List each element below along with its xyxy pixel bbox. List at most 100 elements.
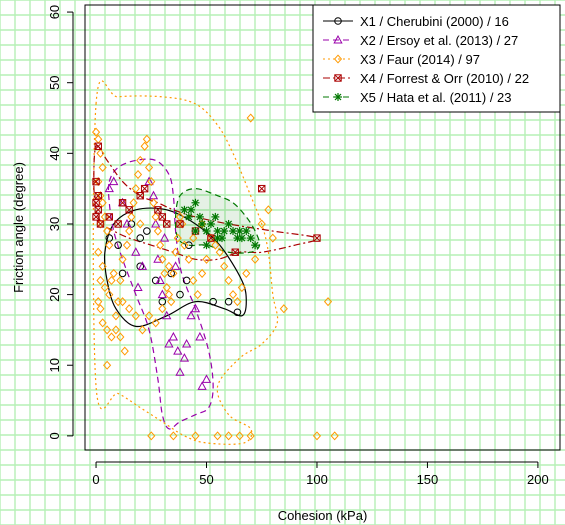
legend-box	[312, 4, 561, 113]
point-series-3	[91, 127, 101, 137]
marker-shape	[163, 220, 171, 228]
marker-shape	[137, 261, 148, 270]
point-series-3	[98, 318, 107, 328]
marker-shape	[131, 311, 140, 321]
marker-shape	[133, 282, 143, 292]
marker-shape	[231, 248, 239, 256]
point-series-3	[206, 233, 216, 243]
marker-shape	[144, 162, 154, 173]
marker-shape	[158, 254, 167, 264]
marker-shape	[142, 134, 151, 144]
marker-shape	[136, 219, 145, 229]
marker-shape	[224, 431, 233, 441]
point-series-5	[184, 212, 193, 221]
marker-shape	[100, 282, 109, 293]
marker-shape	[158, 304, 167, 314]
point-series-3	[178, 219, 187, 229]
point-series-3	[162, 282, 171, 293]
point-series-3	[173, 233, 182, 243]
marker-shape	[313, 234, 321, 242]
point-series-2	[131, 247, 141, 256]
point-series-4	[92, 177, 100, 186]
point-series-4	[136, 192, 144, 200]
marker-shape	[129, 198, 138, 208]
marker-shape	[180, 240, 189, 250]
point-series-3	[107, 275, 116, 286]
marker-shape	[231, 248, 239, 256]
marker-shape	[125, 304, 134, 314]
marker-shape	[125, 226, 134, 236]
marker-shape	[162, 310, 172, 320]
marker-shape	[279, 304, 288, 314]
y-tick-label: 30	[47, 217, 62, 231]
x-axis-title: Cohesion (kPa)	[278, 508, 368, 523]
marker-shape	[140, 184, 149, 193]
y-tick-label: 10	[47, 358, 62, 372]
point-series-2	[157, 289, 167, 299]
marker-shape	[136, 155, 145, 165]
point-series-2	[168, 331, 179, 341]
marker-shape	[220, 261, 229, 271]
legend-label: X4 / Forrest & Orr (2010) / 22	[360, 71, 529, 86]
marker-shape	[107, 275, 116, 286]
marker-shape	[147, 431, 156, 441]
marker-shape	[215, 247, 224, 257]
point-series-5	[191, 198, 200, 207]
marker-shape	[163, 220, 171, 228]
marker-shape	[111, 311, 121, 321]
marker-shape	[168, 331, 179, 341]
contour-series-2	[107, 158, 214, 430]
marker-shape	[233, 297, 242, 307]
marker-shape	[159, 233, 170, 242]
point-series-3	[158, 304, 167, 314]
marker-shape	[225, 220, 233, 228]
point-series-3	[242, 268, 251, 278]
marker-shape	[122, 240, 132, 250]
marker-shape	[136, 234, 145, 242]
point-series-3	[268, 233, 277, 243]
marker-shape	[203, 241, 210, 249]
marker-shape	[187, 206, 195, 214]
axes: 0 50 100 150 200 0 10 20 30 40 50 60	[47, 5, 549, 487]
marker-shape	[116, 332, 125, 342]
marker-shape	[94, 206, 102, 214]
marker-shape	[125, 206, 133, 214]
marker-shape	[202, 254, 211, 264]
marker-shape	[190, 303, 201, 313]
point-series-3	[98, 162, 107, 173]
point-series-2	[186, 310, 196, 320]
marker-shape	[312, 431, 322, 441]
point-series-5	[213, 234, 222, 243]
marker-shape	[246, 431, 255, 441]
point-series-4	[163, 220, 171, 228]
point-series-3	[224, 275, 233, 286]
marker-shape	[258, 185, 266, 193]
marker-shape	[105, 290, 114, 300]
marker-shape	[224, 297, 233, 306]
point-series-1	[118, 269, 127, 278]
marker-shape	[125, 206, 133, 214]
marker-shape	[103, 226, 112, 236]
marker-shape	[180, 206, 188, 214]
marker-shape	[147, 177, 156, 187]
point-series-3	[144, 162, 154, 173]
point-series-3	[202, 254, 211, 264]
marker-shape	[167, 297, 176, 307]
point-series-2	[190, 303, 201, 313]
point-series-2	[164, 338, 174, 348]
point-series-3	[125, 226, 134, 236]
point-series-5	[220, 227, 229, 236]
point-series-3	[116, 332, 125, 342]
point-series-4	[231, 248, 239, 256]
marker-shape	[235, 431, 244, 441]
point-series-3	[153, 226, 162, 236]
legend-item: X1 / Cherubini (2000) / 16	[323, 14, 509, 29]
point-series-5	[195, 212, 204, 221]
marker-shape	[153, 226, 162, 236]
marker-shape	[209, 297, 217, 306]
legend-label: X1 / Cherubini (2000) / 16	[360, 14, 509, 29]
legend: X1 / Cherubini (2000) / 16 X2 / Ersoy et …	[312, 4, 561, 113]
point-series-3	[189, 275, 198, 286]
marker-shape	[193, 290, 202, 300]
marker-shape	[92, 199, 100, 207]
